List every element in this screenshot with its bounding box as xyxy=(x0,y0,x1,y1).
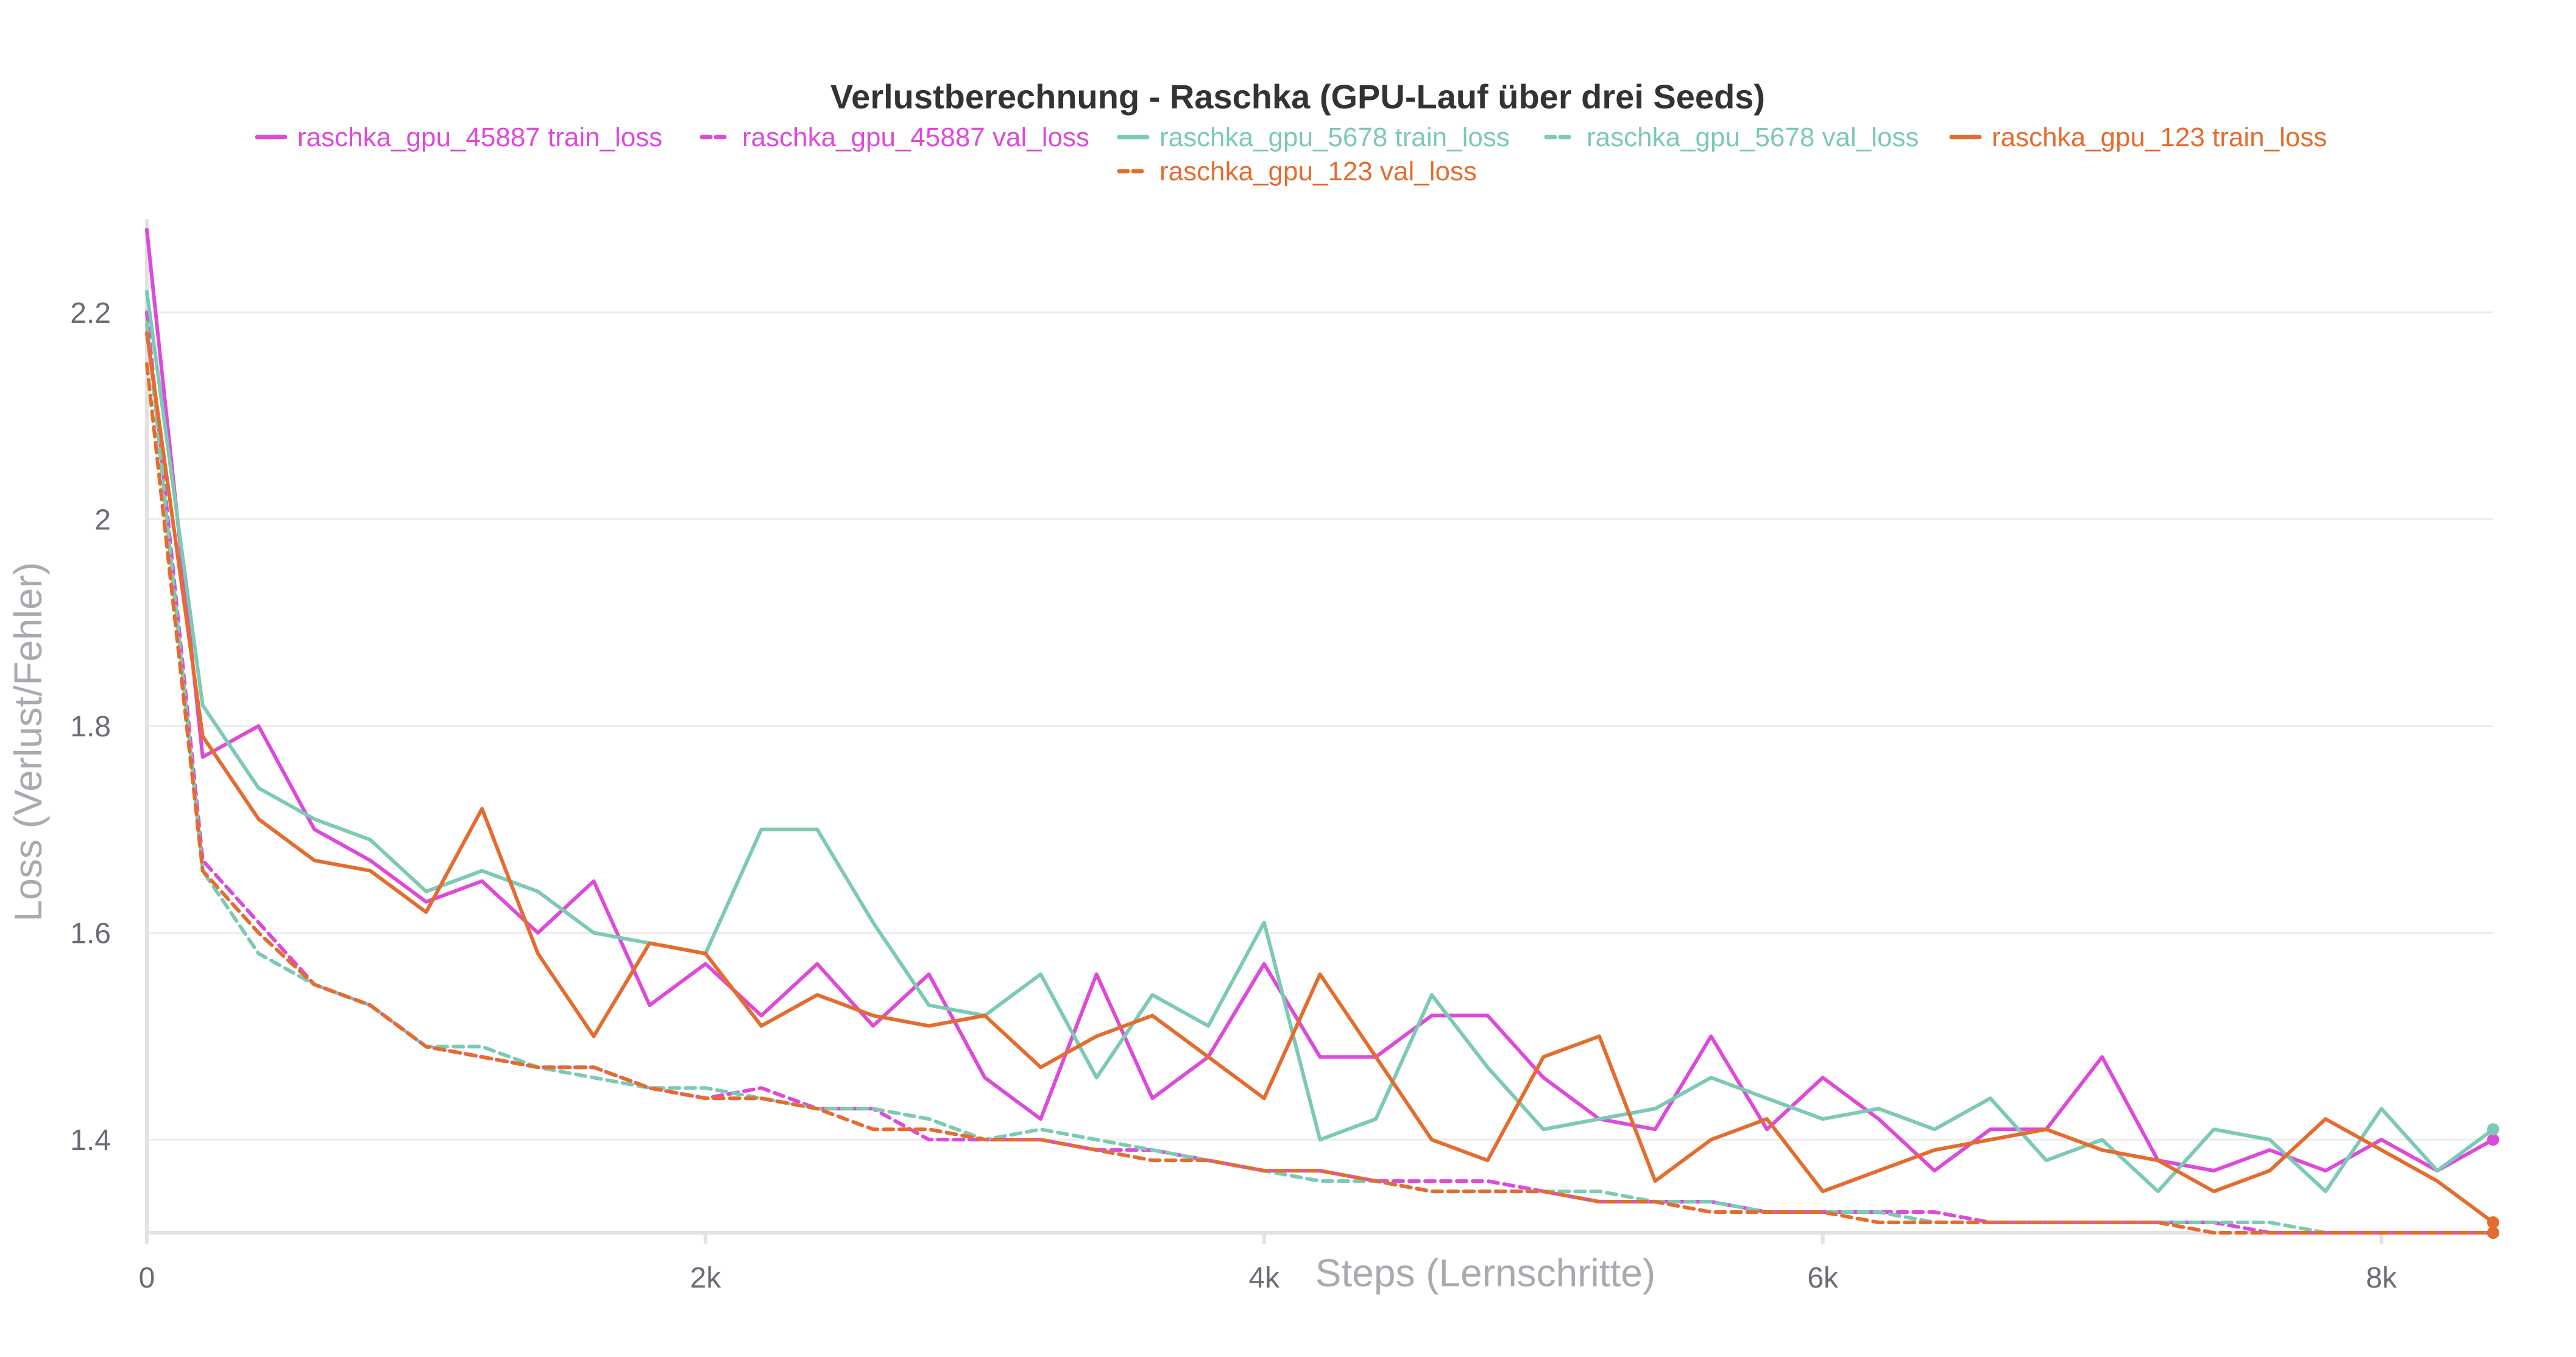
y-tick-label: 2 xyxy=(94,504,111,536)
legend-label-2: raschka_gpu_5678 train_loss xyxy=(1159,122,1510,152)
legend-label-0: raschka_gpu_45887 train_loss xyxy=(297,122,662,152)
legend: raschka_gpu_45887 train_loss raschka_gpu_… xyxy=(255,122,2327,186)
legend-label-4: raschka_gpu_123 train_loss xyxy=(1992,122,2327,152)
y-tick-label: 1.6 xyxy=(70,918,111,950)
series-line-5 xyxy=(145,362,2495,1235)
chart-title: Verlustberechnung - Raschka (GPU-Lauf üb… xyxy=(830,77,1765,116)
series-lines xyxy=(145,227,2499,1239)
x-tick-label: 6k xyxy=(1807,1262,1839,1294)
series-end-point-2 xyxy=(2487,1123,2499,1136)
series-line-1 xyxy=(145,310,2495,1235)
y-axis-ticks: 1.4 1.6 1.8 2 2.2 xyxy=(70,297,111,1157)
x-tick-label: 8k xyxy=(2366,1262,2397,1294)
legend-label-1: raschka_gpu_45887 val_loss xyxy=(742,122,1089,152)
series-end-point-0 xyxy=(2487,1133,2499,1146)
x-axis-ticks: 0 2k 4k 6k 8k xyxy=(139,1233,2397,1294)
y-tick-label: 2.2 xyxy=(70,297,111,330)
grid-lines xyxy=(145,219,2493,1235)
series-line-3 xyxy=(145,320,2495,1235)
x-tick-label: 2k xyxy=(690,1262,722,1294)
legend-label-5: raschka_gpu_123 val_loss xyxy=(1159,157,1477,186)
series-end-point-5 xyxy=(2487,1227,2499,1239)
series-line-2 xyxy=(145,289,2495,1194)
y-axis-title: Loss (Verlust/Fehler) xyxy=(6,562,50,922)
series-line-4 xyxy=(145,331,2495,1225)
series-end-point-4 xyxy=(2487,1216,2499,1229)
y-tick-label: 1.4 xyxy=(70,1124,111,1157)
x-tick-label: 0 xyxy=(139,1262,155,1294)
legend-label-3: raschka_gpu_5678 val_loss xyxy=(1587,122,1919,152)
y-tick-label: 1.8 xyxy=(70,711,111,743)
x-axis-title: Steps (Lernschritte) xyxy=(1315,1251,1655,1295)
x-tick-label: 4k xyxy=(1248,1262,1280,1294)
series-line-0 xyxy=(145,227,2495,1173)
